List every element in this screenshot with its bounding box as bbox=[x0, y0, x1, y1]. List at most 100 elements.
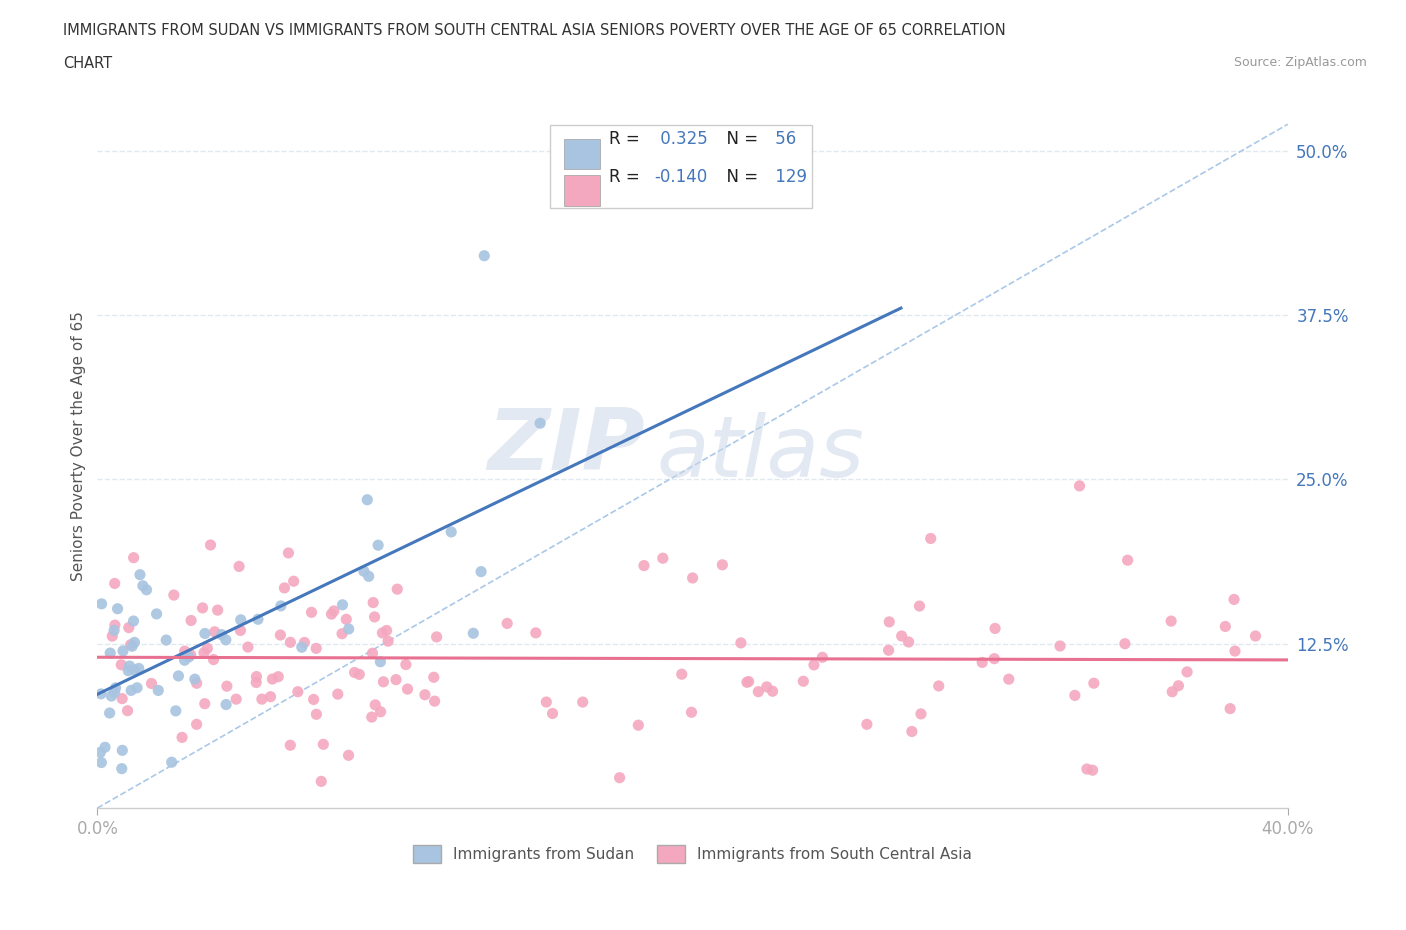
Bar bbox=[564, 139, 600, 169]
Point bbox=[98, 706, 121, 721]
Bar bbox=[564, 175, 600, 206]
Point bbox=[90, 686, 112, 701]
Point bbox=[901, 724, 924, 739]
Point bbox=[273, 580, 295, 595]
Point bbox=[1167, 678, 1189, 693]
Point bbox=[524, 626, 547, 641]
Point bbox=[364, 698, 387, 712]
Point bbox=[117, 703, 139, 718]
Point bbox=[302, 692, 325, 707]
Point bbox=[877, 643, 900, 658]
Point bbox=[90, 755, 112, 770]
Point bbox=[215, 698, 238, 712]
Point bbox=[343, 665, 366, 680]
Point bbox=[229, 612, 252, 627]
Point bbox=[356, 492, 378, 507]
Point bbox=[1049, 639, 1071, 654]
Point bbox=[180, 613, 202, 628]
Text: CHART: CHART bbox=[63, 56, 112, 71]
Point bbox=[1076, 762, 1098, 777]
Text: ZIP: ZIP bbox=[488, 405, 645, 488]
Point bbox=[291, 640, 314, 655]
Point bbox=[335, 612, 357, 627]
Point bbox=[132, 578, 155, 593]
Point bbox=[387, 581, 409, 596]
Point bbox=[301, 604, 323, 619]
Point bbox=[215, 632, 238, 647]
Point bbox=[283, 574, 305, 589]
Point bbox=[330, 626, 353, 641]
Point bbox=[337, 621, 360, 636]
Point bbox=[1223, 592, 1246, 607]
Point bbox=[111, 691, 134, 706]
Point bbox=[609, 770, 631, 785]
Text: 129: 129 bbox=[770, 168, 807, 186]
Point bbox=[104, 684, 127, 699]
Point bbox=[110, 658, 132, 672]
Text: N =: N = bbox=[717, 168, 763, 186]
Point bbox=[541, 706, 564, 721]
Point bbox=[1160, 614, 1182, 629]
Point bbox=[245, 675, 267, 690]
Point bbox=[148, 683, 170, 698]
Point bbox=[245, 669, 267, 684]
Point bbox=[371, 626, 394, 641]
Point bbox=[920, 531, 942, 546]
FancyBboxPatch shape bbox=[550, 125, 811, 207]
Point bbox=[229, 623, 252, 638]
Point bbox=[120, 683, 142, 698]
Point bbox=[186, 717, 208, 732]
Point bbox=[353, 564, 375, 578]
Point bbox=[195, 641, 218, 656]
Point bbox=[423, 670, 446, 684]
Point bbox=[747, 684, 769, 699]
Point bbox=[270, 598, 292, 613]
Point bbox=[1081, 763, 1104, 777]
Point bbox=[1223, 644, 1246, 658]
Point bbox=[207, 603, 229, 618]
Point bbox=[163, 588, 186, 603]
Point bbox=[101, 629, 124, 644]
Point bbox=[1213, 619, 1236, 634]
Point bbox=[651, 551, 673, 565]
Point bbox=[111, 743, 134, 758]
Point bbox=[322, 604, 344, 618]
Text: R =: R = bbox=[609, 168, 645, 186]
Point bbox=[294, 635, 316, 650]
Point bbox=[370, 704, 392, 719]
Point bbox=[395, 658, 418, 672]
Point bbox=[1161, 684, 1184, 699]
Point bbox=[278, 737, 301, 752]
Point bbox=[228, 559, 250, 574]
Point bbox=[202, 652, 225, 667]
Point bbox=[682, 570, 704, 585]
Point bbox=[277, 546, 299, 561]
Point bbox=[104, 618, 127, 632]
Point bbox=[167, 669, 190, 684]
Text: N =: N = bbox=[717, 130, 763, 148]
Point bbox=[145, 606, 167, 621]
Point bbox=[423, 694, 446, 709]
Point bbox=[367, 538, 389, 552]
Point bbox=[363, 609, 385, 624]
Point bbox=[361, 595, 384, 610]
Point bbox=[337, 748, 360, 763]
Point bbox=[633, 558, 655, 573]
Point bbox=[104, 681, 127, 696]
Point bbox=[128, 661, 150, 676]
Point bbox=[908, 599, 931, 614]
Point bbox=[184, 671, 207, 686]
Point bbox=[267, 670, 290, 684]
Legend: Immigrants from Sudan, Immigrants from South Central Asia: Immigrants from Sudan, Immigrants from S… bbox=[408, 839, 979, 870]
Point bbox=[735, 675, 758, 690]
Point bbox=[370, 655, 392, 670]
Text: -0.140: -0.140 bbox=[655, 168, 707, 186]
Point bbox=[107, 602, 129, 617]
Point bbox=[529, 416, 551, 431]
Point bbox=[536, 695, 558, 710]
Point bbox=[361, 645, 384, 660]
Text: Source: ZipAtlas.com: Source: ZipAtlas.com bbox=[1233, 56, 1367, 69]
Point bbox=[681, 705, 703, 720]
Point bbox=[1219, 701, 1241, 716]
Point bbox=[103, 623, 125, 638]
